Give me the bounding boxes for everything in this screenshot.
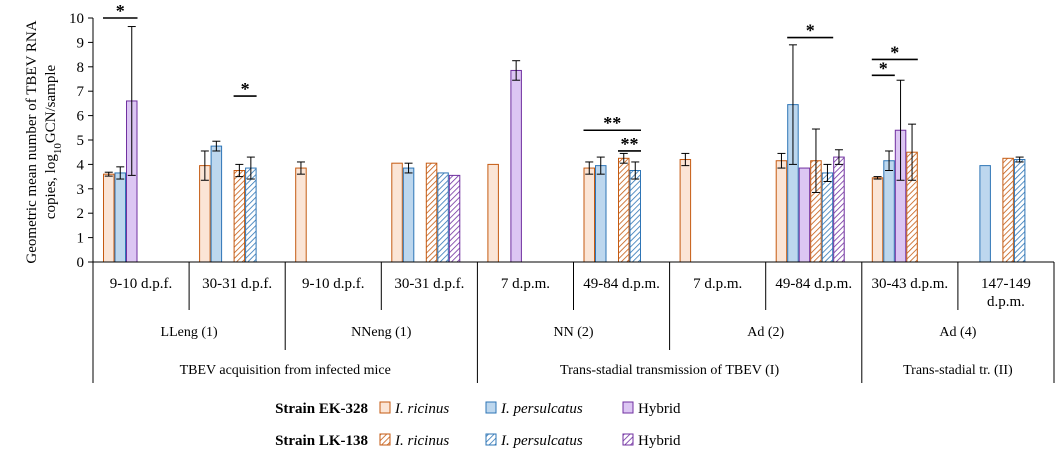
bar	[425, 162, 438, 263]
bar	[798, 167, 811, 263]
y-tick-label: 5	[77, 133, 85, 149]
y-tick-label: 10	[69, 11, 84, 27]
bar	[114, 172, 126, 263]
x-category-label: 30-31 d.p.f.	[394, 276, 464, 292]
y-tick-label: 3	[77, 182, 85, 198]
bar	[821, 172, 834, 263]
y-tick-label: 6	[77, 109, 85, 125]
x-section-label: TBEV acquisition from infected mice	[180, 363, 391, 378]
bar	[979, 165, 991, 263]
significance-label: **	[621, 134, 639, 154]
y-axis-title-line1: Geometric mean number of TBEV RNA	[24, 20, 40, 263]
x-group-label: NN (2)	[553, 325, 593, 340]
legend-item-label: I. ricinus	[394, 401, 449, 417]
bar	[883, 160, 895, 263]
legend-swatch	[379, 401, 391, 414]
x-category-label: d.p.m.	[987, 294, 1025, 310]
significance-label: *	[879, 58, 888, 78]
legend-strain-label: Strain LK-138	[275, 433, 368, 449]
y-tick-label: 1	[77, 231, 85, 247]
significance-label: **	[603, 113, 621, 133]
bar	[629, 170, 641, 263]
x-group-label: Ad (4)	[939, 325, 976, 340]
y-tick-label: 4	[77, 157, 85, 173]
legend-swatch	[485, 401, 497, 414]
bar	[595, 165, 607, 263]
legend-item-label: Hybrid	[638, 401, 681, 417]
bar	[618, 157, 630, 263]
y-tick-label: 0	[77, 255, 85, 271]
x-category-label: 30-31 d.p.f.	[202, 276, 272, 292]
x-section-label: Trans-stadial transmission of TBEV (I)	[560, 363, 779, 378]
bar	[1002, 157, 1014, 263]
legend-item-label: Hybrid	[638, 433, 681, 449]
bar	[448, 174, 461, 263]
bar	[233, 170, 246, 263]
bar	[833, 156, 845, 263]
bar	[679, 159, 692, 263]
legend-swatch	[485, 433, 497, 446]
x-section-label: Trans-stadial tr. (II)	[903, 363, 1013, 378]
bar	[437, 172, 449, 263]
bar	[583, 167, 595, 263]
x-category-label: 9-10 d.p.f.	[302, 276, 365, 292]
bar	[402, 167, 415, 263]
legend-swatch	[379, 433, 391, 446]
legend-swatch	[622, 433, 634, 446]
legend-strain-label: Strain EK-328	[275, 401, 368, 417]
bar	[775, 160, 788, 263]
y-tick-label: 2	[77, 206, 85, 222]
y-tick-label: 9	[77, 35, 85, 51]
bar	[510, 69, 522, 263]
bar	[295, 167, 307, 263]
significance-label: *	[241, 79, 250, 99]
y-tick-label: 7	[77, 84, 85, 100]
bar	[871, 177, 884, 263]
x-category-label: 49-84 d.p.m.	[583, 276, 660, 292]
x-category-label: 7 d.p.m.	[693, 276, 742, 292]
bar	[245, 167, 257, 263]
legend-swatch	[622, 401, 634, 414]
bar	[103, 173, 115, 263]
x-category-label: 9-10 d.p.f.	[110, 276, 173, 292]
legend-item-label: I. ricinus	[394, 433, 449, 449]
x-group-label: Ad (2)	[747, 325, 784, 340]
x-category-label: 147-149	[981, 276, 1031, 292]
bar	[1013, 159, 1026, 263]
y-axis-title-line2: copies, log10GCN/sample	[43, 64, 64, 219]
bar	[391, 162, 403, 263]
x-category-label: 30-43 d.p.m.	[872, 276, 949, 292]
x-category-label: 7 d.p.m.	[501, 276, 550, 292]
significance-label: *	[806, 21, 815, 41]
legend-item-label: I. persulcatus	[500, 401, 583, 417]
legend-item-label: I. persulcatus	[500, 433, 583, 449]
significance-label: *	[116, 1, 125, 21]
x-group-label: NNeng (1)	[351, 325, 412, 340]
significance-label: *	[890, 42, 899, 62]
bar	[487, 163, 499, 263]
bar	[210, 145, 223, 263]
x-category-label: 49-84 d.p.m.	[775, 276, 852, 292]
y-tick-label: 8	[77, 60, 85, 76]
x-group-label: LLeng (1)	[161, 325, 218, 340]
